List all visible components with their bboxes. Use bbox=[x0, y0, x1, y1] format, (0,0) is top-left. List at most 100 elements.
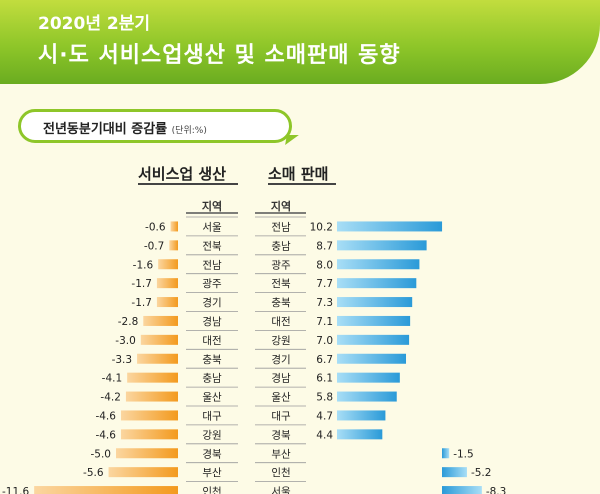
retail-value-label: -8.3 bbox=[486, 486, 507, 494]
retail-value-label: 4.4 bbox=[316, 429, 333, 441]
service-bar bbox=[120, 410, 178, 421]
unit-label: (단위:%) bbox=[171, 126, 207, 136]
service-region-label: 충남 bbox=[202, 373, 222, 385]
retail-bar bbox=[337, 240, 427, 251]
retail-region-label: 인천 bbox=[271, 467, 290, 479]
retail-bar bbox=[337, 353, 407, 364]
service-value-label: -4.6 bbox=[95, 429, 116, 441]
retail-value-label: 5.8 bbox=[316, 392, 333, 404]
service-region-label: 부산 bbox=[202, 467, 222, 479]
service-value-label: -1.7 bbox=[131, 297, 152, 309]
retail-region-label: 충북 bbox=[271, 297, 291, 309]
service-region-label: 울산 bbox=[202, 392, 222, 404]
service-bar bbox=[140, 334, 178, 345]
retail-value-label: -1.5 bbox=[453, 448, 474, 460]
service-value-label: -5.0 bbox=[91, 448, 112, 460]
retail-value-label: 10.2 bbox=[310, 221, 333, 233]
subtitle-label: 전년동분기대비 증감률 (단위:%) bbox=[43, 118, 207, 137]
service-value-label: -4.1 bbox=[102, 373, 123, 385]
retail-region-label: 울산 bbox=[271, 392, 291, 404]
retail-region-header: 지역 bbox=[270, 200, 292, 213]
service-region-label: 광주 bbox=[202, 278, 222, 290]
retail-region-label: 서울 bbox=[271, 486, 291, 494]
retail-region-label: 대전 bbox=[271, 316, 290, 328]
service-bar bbox=[120, 429, 178, 440]
retail-value-label: -5.2 bbox=[471, 467, 492, 479]
service-region-label: 경기 bbox=[202, 296, 221, 309]
retail-region-label: 경남 bbox=[271, 372, 291, 385]
service-bar bbox=[170, 221, 178, 232]
service-bar bbox=[156, 297, 178, 308]
page-title-period: 2020년 2분기 bbox=[38, 14, 150, 34]
retail-value-label: 8.0 bbox=[316, 259, 333, 271]
retail-bar bbox=[337, 372, 400, 383]
service-bar bbox=[158, 259, 178, 270]
retail-value-label: 6.7 bbox=[316, 354, 333, 366]
retail-value-label: 7.0 bbox=[316, 335, 333, 347]
service-bar bbox=[125, 391, 178, 402]
retail-title-underline bbox=[268, 183, 336, 185]
service-bar bbox=[116, 448, 178, 459]
service-region-label: 인천 bbox=[202, 486, 221, 494]
service-value-label: -0.7 bbox=[144, 240, 165, 252]
service-region-label: 경북 bbox=[202, 447, 222, 460]
retail-bar bbox=[337, 429, 383, 440]
subtitle-text: 전년동분기대비 증감률 bbox=[43, 122, 168, 137]
service-region-label: 강원 bbox=[202, 429, 221, 441]
retail-value-label: 7.3 bbox=[316, 297, 333, 309]
retail-chart-title: 소매 판매 bbox=[268, 165, 329, 183]
retail-bar bbox=[442, 448, 450, 459]
service-value-label: -1.7 bbox=[131, 278, 152, 290]
retail-region-label: 광주 bbox=[271, 259, 291, 271]
service-region-label: 경남 bbox=[202, 315, 222, 328]
service-region-label: 전남 bbox=[202, 259, 222, 271]
retail-bar bbox=[442, 486, 482, 494]
retail-value-label: 7.1 bbox=[316, 316, 333, 328]
retail-region-label: 경기 bbox=[271, 353, 290, 366]
retail-bar bbox=[442, 467, 467, 478]
service-bar bbox=[137, 353, 178, 364]
retail-bar bbox=[337, 315, 411, 326]
service-region-label: 전북 bbox=[202, 240, 222, 252]
page-title: 시·도 서비스업생산 및 소매판매 동향 bbox=[38, 43, 401, 68]
retail-region-label: 경북 bbox=[271, 428, 291, 441]
retail-value-label: 4.7 bbox=[316, 410, 333, 422]
service-chart-title: 서비스업 생산 bbox=[138, 165, 227, 183]
retail-value-label: 8.7 bbox=[316, 240, 333, 252]
service-region-label: 대전 bbox=[202, 335, 221, 347]
retail-region-label: 전남 bbox=[271, 221, 291, 233]
service-value-label: -5.6 bbox=[83, 467, 104, 479]
service-bar bbox=[169, 240, 178, 251]
retail-bar bbox=[337, 259, 420, 270]
service-region-label: 서울 bbox=[202, 221, 222, 233]
retail-bar bbox=[337, 297, 413, 308]
service-value-label: -3.3 bbox=[112, 354, 133, 366]
service-value-label: -11.6 bbox=[2, 486, 29, 494]
retail-value-label: 6.1 bbox=[316, 373, 333, 385]
service-value-label: -4.6 bbox=[95, 410, 116, 422]
retail-region-label: 대구 bbox=[271, 410, 291, 422]
subtitle-bubble: 전년동분기대비 증감률 (단위:%) bbox=[18, 109, 292, 143]
retail-region-label: 부산 bbox=[271, 448, 291, 460]
retail-bar bbox=[337, 410, 386, 421]
retail-bar bbox=[337, 391, 397, 402]
service-value-label: -3.0 bbox=[115, 335, 136, 347]
service-region-header: 지역 bbox=[201, 200, 223, 213]
service-value-label: -0.6 bbox=[145, 221, 166, 233]
service-value-label: -2.8 bbox=[118, 316, 139, 328]
service-value-label: -4.2 bbox=[100, 392, 121, 404]
retail-value-label: 7.7 bbox=[316, 278, 333, 290]
retail-bar bbox=[337, 221, 443, 232]
retail-bar bbox=[337, 334, 410, 345]
service-bar bbox=[127, 372, 178, 383]
retail-region-label: 충남 bbox=[271, 240, 291, 252]
header-banner: 2020년 2분기 시·도 서비스업생산 및 소매판매 동향 bbox=[0, 0, 600, 84]
service-bar bbox=[143, 315, 178, 326]
retail-region-label: 강원 bbox=[271, 335, 290, 347]
service-region-label: 대구 bbox=[202, 410, 222, 422]
service-region-label: 충북 bbox=[202, 354, 222, 366]
service-value-label: -1.6 bbox=[133, 259, 154, 271]
service-bar bbox=[108, 467, 178, 478]
service-title-underline bbox=[138, 183, 238, 185]
